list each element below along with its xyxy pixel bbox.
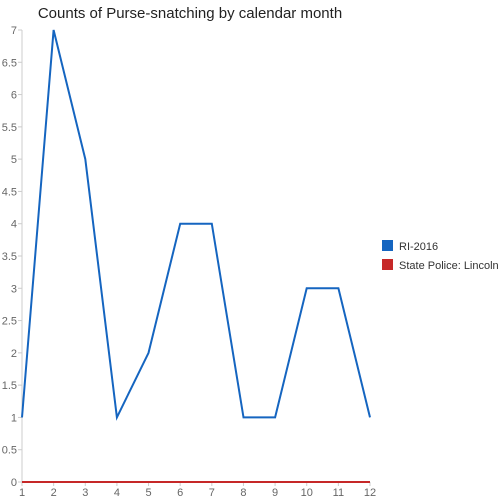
y-tick-label: 3.5 [2, 251, 17, 263]
legend-label: RI-2016 [399, 241, 438, 253]
y-tick-label: 6.5 [2, 57, 17, 69]
y-tick-label: 2 [11, 348, 17, 360]
chart-title: Counts of Purse-snatching by calendar mo… [38, 5, 342, 22]
y-axis-ticks: 0 0.5 1 1.5 2 2.5 3 3.5 4 4.5 5 5.5 6 6.5 7 [2, 25, 22, 489]
x-tick-label: 5 [145, 487, 151, 499]
x-tick-label: 10 [301, 487, 313, 499]
x-tick-label: 1 [19, 487, 25, 499]
x-tick-label: 7 [209, 487, 215, 499]
y-tick-label: 3 [11, 283, 17, 295]
legend-swatch [382, 259, 393, 270]
y-tick-label: 6 [11, 90, 17, 102]
y-tick-label: 4 [11, 219, 17, 231]
x-tick-label: 11 [333, 487, 344, 499]
y-tick-label: 1 [11, 412, 17, 424]
x-tick-label: 9 [272, 487, 278, 499]
axes [21, 30, 370, 483]
series-lines [21, 29, 371, 483]
legend-label: State Police: Lincoln [399, 260, 499, 272]
y-tick-label: 5 [11, 154, 17, 166]
series-line-1 [21, 29, 371, 421]
y-tick-label: 0.5 [2, 445, 17, 457]
x-tick-label: 3 [82, 487, 88, 499]
y-tick-label: 1.5 [2, 380, 17, 392]
y-tick-label: 5.5 [2, 122, 17, 134]
y-tick-label: 2.5 [2, 316, 17, 328]
y-tick-label: 0 [11, 477, 17, 489]
legend: RI-2016 State Police: Lincoln [382, 240, 499, 272]
x-tick-label: 6 [177, 487, 183, 499]
x-tick-label: 2 [51, 487, 57, 499]
x-tick-label: 4 [114, 487, 120, 499]
y-tick-label: 7 [11, 25, 17, 37]
x-tick-label: 12 [364, 487, 376, 499]
y-tick-label: 4.5 [2, 186, 17, 198]
x-tick-label: 8 [240, 487, 246, 499]
legend-swatch [382, 240, 393, 251]
x-axis-ticks: 1 2 3 4 5 6 7 8 9 10 11 12 [19, 482, 376, 499]
